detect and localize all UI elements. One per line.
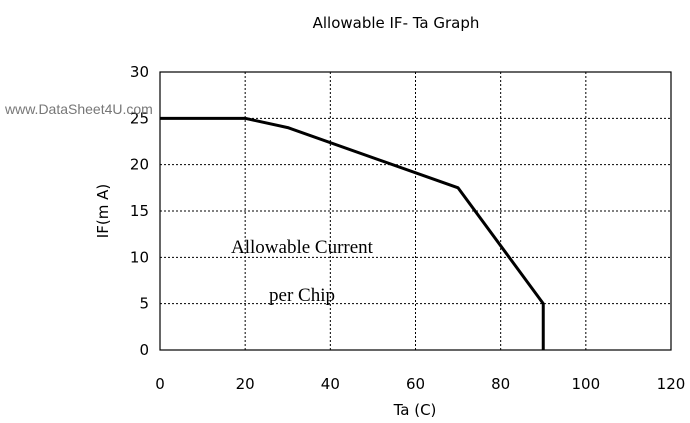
- chart-title: Allowable IF- Ta Graph: [313, 14, 480, 32]
- x-tick-label: 0: [155, 375, 165, 393]
- annotation-allowable-current: Allowable Current: [231, 237, 374, 258]
- x-tick-label: 80: [491, 375, 510, 393]
- series-layer: [160, 116, 545, 350]
- x-tick-label: 40: [321, 375, 340, 393]
- y-tick-label: 15: [130, 202, 149, 220]
- x-tick-labels: 0 20 40 60 80 100 120: [155, 375, 685, 393]
- y-tick-label: 20: [130, 156, 149, 174]
- grid-lines: [160, 72, 671, 350]
- annotation-per-chip: per Chip: [269, 285, 335, 306]
- y-tick-labels: 0 5 10 15 20 25 30: [130, 63, 149, 359]
- y-tick-label: 0: [139, 341, 149, 359]
- y-tick-label: 30: [130, 63, 149, 81]
- series-line: [160, 116, 545, 350]
- watermark: www.DataSheet4U.com: [4, 101, 153, 117]
- y-tick-label: 25: [130, 109, 149, 127]
- y-axis-label: IF(m A): [94, 184, 112, 238]
- x-tick-label: 20: [236, 375, 255, 393]
- x-tick-label: 60: [406, 375, 425, 393]
- x-axis-label: Ta (C): [393, 401, 437, 419]
- x-tick-label: 120: [657, 375, 686, 393]
- x-tick-label: 100: [572, 375, 601, 393]
- plot-frame: [159, 71, 672, 351]
- y-tick-label: 10: [130, 248, 149, 266]
- y-tick-label: 5: [139, 295, 149, 313]
